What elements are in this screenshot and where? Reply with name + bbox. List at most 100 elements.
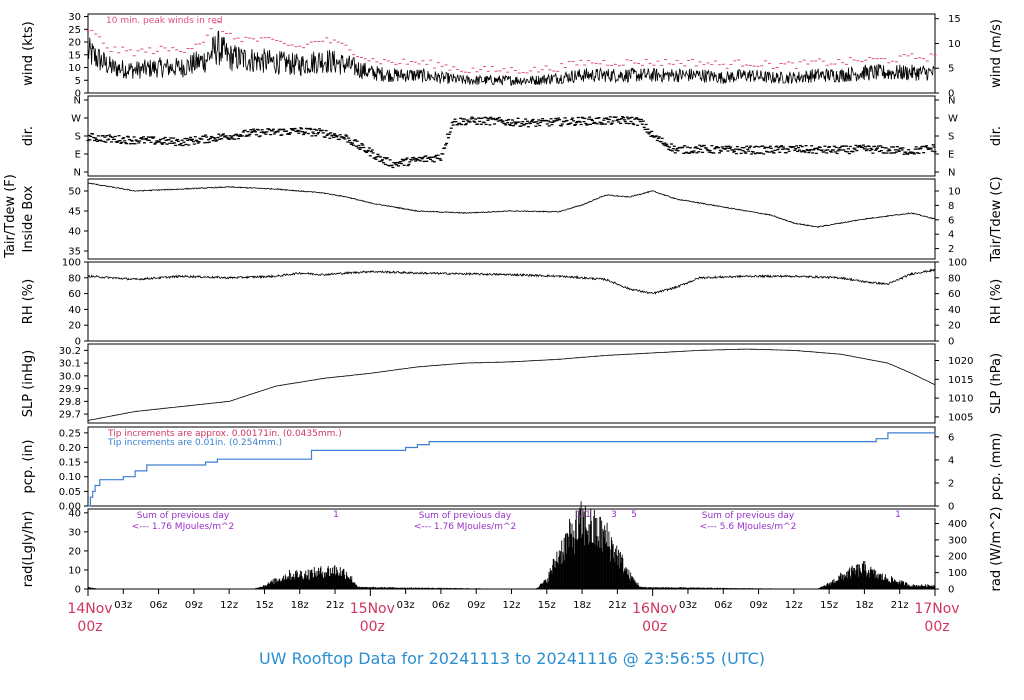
- wind-series: [87, 30, 936, 86]
- radiation-sum-value: <--- 5.6 MJoules/m^2: [700, 522, 797, 532]
- right-tick-label-rad: 400: [948, 519, 967, 530]
- left-tick-label-temp: 35: [68, 247, 81, 258]
- right-tick-label-rh: 0: [948, 337, 954, 348]
- radiation-marker: 1: [585, 510, 591, 520]
- right-tick-label-dir: E: [948, 150, 954, 161]
- radiation-sum-label: Sum of previous day: [419, 511, 512, 521]
- left-tick-label-temp: 45: [68, 207, 81, 218]
- x-hour-label: 18z: [573, 600, 591, 611]
- x-day-label: 15Nov: [350, 601, 395, 617]
- right-tick-label-dir: N: [948, 96, 955, 107]
- left-tick-label-dir: N: [74, 96, 81, 107]
- panel-frame-dir: [87, 95, 936, 177]
- radiation-sum-value: <--- 1.76 MJoules/m^2: [132, 522, 234, 532]
- left-tick-label-slp: 29.8: [59, 397, 81, 408]
- left-tick-label-rh: 40: [68, 305, 81, 316]
- left-tick-label-temp: 40: [68, 227, 81, 238]
- right-tick-label-temp: 10: [948, 187, 961, 198]
- left-tick-label-slp: 29.9: [59, 384, 81, 395]
- panel-frame-temp: [87, 178, 936, 260]
- right-tick-label-temp: 6: [948, 215, 954, 226]
- right-tick-label-pcp: 4: [948, 455, 954, 466]
- right-tick-label-rad: 0: [948, 585, 954, 596]
- left-tick-label-wind: 0: [75, 89, 81, 100]
- x-hour-label: 12z: [220, 600, 238, 611]
- left-tick-label-rad: 20: [68, 546, 81, 557]
- x-hour-label: 15z: [255, 600, 273, 611]
- footer-title: UW Rooftop Data for 20241113 to 20241116…: [258, 649, 766, 668]
- x-hour-label: 03z: [397, 600, 415, 611]
- right-tick-label-rad: 300: [948, 535, 967, 546]
- radiation-sum-label: Sum of previous day: [137, 511, 230, 521]
- x-hour-label: 18z: [855, 600, 873, 611]
- precip-note-blue: Tip increments are 0.01in. (0.254mm.): [107, 438, 282, 448]
- radiation-marker: 1: [895, 510, 901, 520]
- ylabel-left-temp: Tair/Tdew (F): [3, 174, 18, 259]
- slp-series: [87, 348, 936, 421]
- left-tick-label-wind: 15: [68, 50, 81, 61]
- x-day-hour-label: 00z: [360, 619, 385, 635]
- left-tick-label-wind: 10: [68, 63, 81, 74]
- right-tick-label-slp: 1020: [948, 356, 973, 367]
- left-tick-label-temp: 50: [68, 187, 81, 198]
- radiation-marker: 3: [611, 510, 617, 520]
- left-tick-label-dir: W: [71, 114, 81, 125]
- x-day-hour-label: 00z: [77, 619, 102, 635]
- left-tick-label-rh: 80: [68, 273, 81, 284]
- right-tick-label-rh: 20: [948, 321, 961, 332]
- x-hour-label: 15z: [538, 600, 556, 611]
- x-hour-label: 06z: [432, 600, 450, 611]
- right-tick-label-rh: 100: [948, 258, 967, 269]
- left-tick-label-pcp: 0.25: [59, 428, 81, 439]
- right-tick-label-pcp: 2: [948, 478, 954, 489]
- left-tick-label-wind: 30: [68, 12, 81, 23]
- x-hour-label: 12z: [785, 600, 803, 611]
- x-hour-label: 06z: [150, 600, 168, 611]
- left-tick-label-rh: 100: [62, 258, 81, 269]
- ylabel-left2-temp: Inside Box: [21, 185, 36, 252]
- left-tick-label-slp: 30.1: [59, 359, 81, 370]
- left-tick-label-wind: 5: [75, 76, 81, 87]
- left-tick-label-rad: 30: [68, 527, 81, 538]
- right-tick-label-slp: 1005: [948, 412, 973, 423]
- radiation-sum-value: <--- 1.76 MJoules/m^2: [414, 522, 516, 532]
- wind-note: 10 min. peak winds in red: [106, 16, 223, 26]
- left-tick-label-rad: 0: [75, 585, 81, 596]
- ylabel-left-wind: wind (kts): [21, 21, 36, 85]
- x-hour-label: 21z: [608, 600, 626, 611]
- panel-frame-rad: [87, 508, 936, 590]
- right-tick-label-rad: 200: [948, 552, 967, 563]
- x-hour-label: 15z: [820, 600, 838, 611]
- panel-frame-slp: [87, 343, 936, 424]
- right-tick-label-temp: 4: [948, 230, 954, 241]
- footer-title-container: UW Rooftop Data for 20241113 to 20241116…: [0, 649, 1024, 668]
- temperature-series: [87, 182, 936, 228]
- right-tick-label-rh: 80: [948, 273, 961, 284]
- right-tick-label-rh: 40: [948, 305, 961, 316]
- x-hour-label: 09z: [467, 600, 485, 611]
- radiation-sum-label: Sum of previous day: [702, 511, 795, 521]
- ylabel-left-rh: RH (%): [21, 279, 36, 324]
- radiation-marker: 1: [333, 510, 339, 520]
- left-tick-label-slp: 30.0: [59, 371, 81, 382]
- radiation-marker: 1: [576, 510, 582, 520]
- left-tick-label-rh: 20: [68, 321, 81, 332]
- precip-series: [88, 432, 936, 507]
- ylabel-left-slp: SLP (inHg): [21, 350, 36, 418]
- ylabel-right-temp: Tair/Tdew (C): [989, 176, 1004, 262]
- radiation-marker: 5: [631, 510, 637, 520]
- right-tick-label-rad: 100: [948, 568, 967, 579]
- rh-series: [87, 268, 936, 295]
- left-tick-label-pcp: 0.10: [59, 472, 81, 483]
- right-tick-label-slp: 1015: [948, 375, 973, 386]
- right-tick-label-slp: 1010: [948, 394, 973, 405]
- ylabel-right-slp: SLP (hPa): [989, 353, 1004, 414]
- left-tick-label-slp: 30.2: [59, 346, 81, 357]
- left-tick-label-rad: 40: [68, 508, 81, 519]
- right-tick-label-dir: W: [948, 114, 958, 125]
- x-hour-label: 06z: [714, 600, 732, 611]
- panel-frame-rh: [87, 261, 936, 342]
- left-tick-label-wind: 20: [68, 38, 81, 49]
- ylabel-right-rad: rad (W/m^2): [989, 507, 1004, 592]
